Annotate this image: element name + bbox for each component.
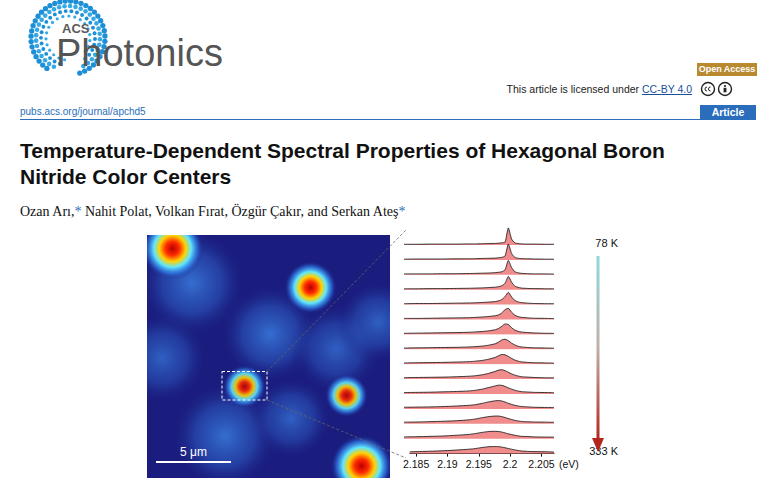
svg-text:2.185: 2.185 <box>403 458 429 470</box>
svg-text:2.2: 2.2 <box>503 458 518 470</box>
html-text:pubs.acs.org/journal/apchd5: pubs.acs.org/journal/apchd5 <box>20 106 146 117</box>
svg-text:Photonics: Photonics <box>56 32 223 74</box>
svg-text:2.205: 2.205 <box>528 458 554 470</box>
html-text:Ozan Arı, * Nahit Polat, Volka: Ozan Arı, * Nahit Polat, Volkan Fırat, Ö… <box>20 204 406 219</box>
svg-text:5 μm: 5 μm <box>180 445 207 459</box>
svg-text:2.19: 2.19 <box>437 458 458 470</box>
svg-text:78 K: 78 K <box>595 237 618 249</box>
svg-text:(eV): (eV) <box>559 458 579 470</box>
html-text:Article: Article <box>711 106 745 118</box>
svg-text:333 K: 333 K <box>589 445 618 457</box>
svg-text:ACS: ACS <box>62 21 90 36</box>
html-text:Open Access: Open Access <box>698 64 756 74</box>
html-text:This article is licensed under: This article is licensed under CC-BY 4.0 <box>506 83 692 95</box>
html-text:Temperature-Dependent Spectral: Temperature-Dependent Spectral Propertie… <box>20 139 665 162</box>
html-text:Nitride Color Centers: Nitride Color Centers <box>20 165 232 188</box>
svg-text:2.195: 2.195 <box>466 458 492 470</box>
